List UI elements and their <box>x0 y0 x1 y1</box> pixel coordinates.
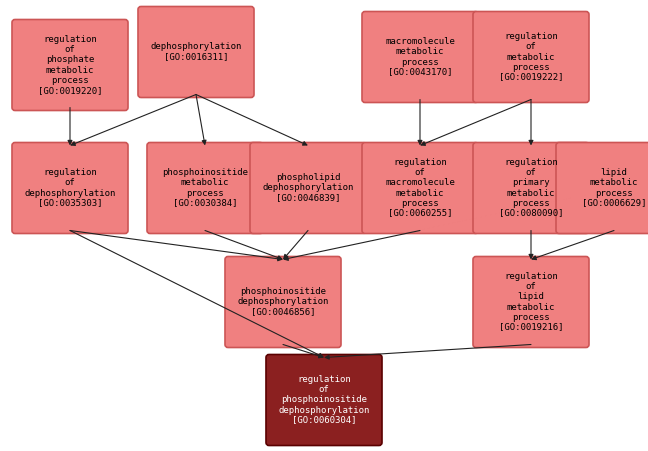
FancyBboxPatch shape <box>473 11 589 102</box>
Text: phospholipid
dephosphorylation
[GO:0046839]: phospholipid dephosphorylation [GO:00468… <box>262 174 354 202</box>
FancyBboxPatch shape <box>473 257 589 348</box>
Text: regulation
of
phosphate
metabolic
process
[GO:0019220]: regulation of phosphate metabolic proces… <box>38 35 102 95</box>
FancyBboxPatch shape <box>473 143 589 234</box>
Text: regulation
of
lipid
metabolic
process
[GO:0019216]: regulation of lipid metabolic process [G… <box>499 272 563 331</box>
FancyBboxPatch shape <box>250 143 366 234</box>
Text: regulation
of
macromolecule
metabolic
process
[GO:0060255]: regulation of macromolecule metabolic pr… <box>385 158 455 218</box>
FancyBboxPatch shape <box>12 19 128 110</box>
Text: dephosphorylation
[GO:0016311]: dephosphorylation [GO:0016311] <box>150 42 242 61</box>
FancyBboxPatch shape <box>147 143 263 234</box>
Text: phosphoinositide
dephosphorylation
[GO:0046856]: phosphoinositide dephosphorylation [GO:0… <box>237 287 329 317</box>
FancyBboxPatch shape <box>12 143 128 234</box>
Text: regulation
of
primary
metabolic
process
[GO:0080090]: regulation of primary metabolic process … <box>499 158 563 218</box>
Text: regulation
of
phosphoinositide
dephosphorylation
[GO:0060304]: regulation of phosphoinositide dephospho… <box>278 375 370 424</box>
FancyBboxPatch shape <box>138 6 254 97</box>
Text: phosphoinositide
metabolic
process
[GO:0030384]: phosphoinositide metabolic process [GO:0… <box>162 168 248 207</box>
Text: regulation
of
dephosphorylation
[GO:0035303]: regulation of dephosphorylation [GO:0035… <box>25 168 116 207</box>
Text: macromolecule
metabolic
process
[GO:0043170]: macromolecule metabolic process [GO:0043… <box>385 37 455 77</box>
FancyBboxPatch shape <box>362 11 478 102</box>
FancyBboxPatch shape <box>362 143 478 234</box>
FancyBboxPatch shape <box>225 257 341 348</box>
FancyBboxPatch shape <box>556 143 648 234</box>
FancyBboxPatch shape <box>266 354 382 446</box>
Text: regulation
of
metabolic
process
[GO:0019222]: regulation of metabolic process [GO:0019… <box>499 32 563 82</box>
Text: lipid
metabolic
process
[GO:0006629]: lipid metabolic process [GO:0006629] <box>582 168 646 207</box>
